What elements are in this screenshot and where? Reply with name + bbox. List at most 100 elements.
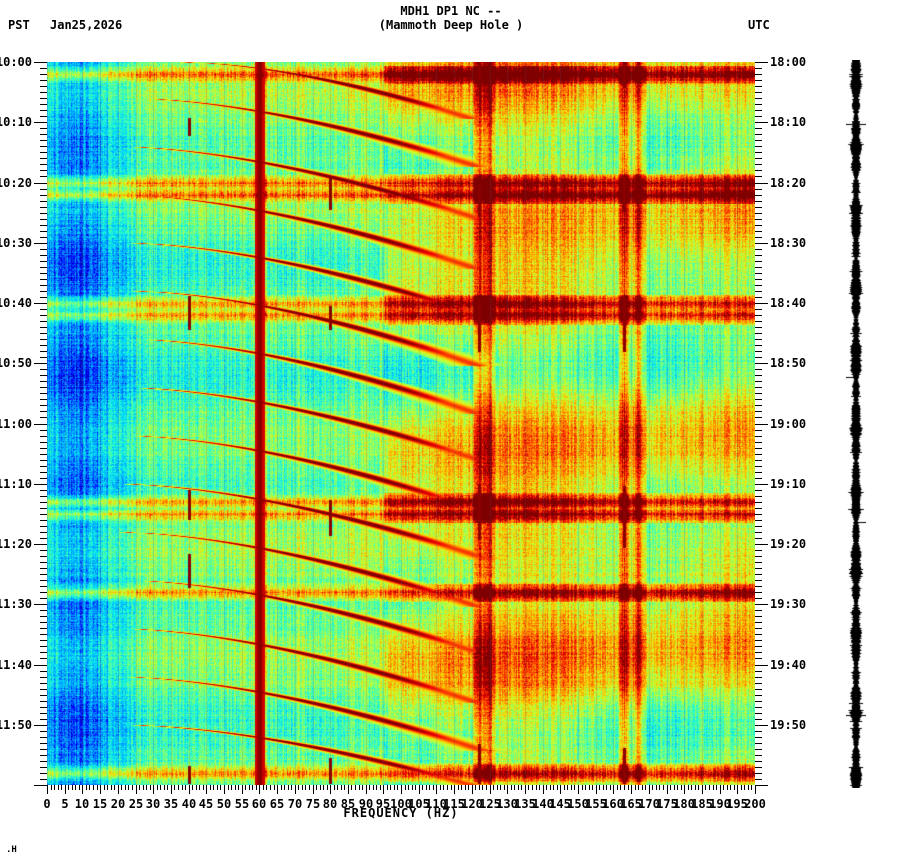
axis-tick-major [47, 785, 48, 794]
axis-tick-minor [755, 658, 762, 659]
axis-tick-major [34, 604, 47, 605]
axis-tick-minor [281, 785, 282, 790]
axis-tick-minor [40, 321, 47, 322]
time-label-pst: 11:00 [0, 417, 32, 431]
axis-tick-major [419, 785, 420, 794]
axis-tick-minor [54, 785, 55, 790]
axis-tick-major [578, 785, 579, 794]
axis-tick-minor [755, 701, 762, 702]
frequency-label: 30 [145, 797, 161, 811]
axis-tick-minor [111, 785, 112, 790]
axis-tick-minor [755, 104, 762, 105]
axis-tick-minor [755, 351, 762, 352]
axis-tick-minor [755, 755, 762, 756]
axis-tick-minor [755, 652, 762, 653]
axis-tick-major [313, 785, 314, 794]
axis-tick-minor [40, 526, 47, 527]
axis-tick-minor [755, 279, 762, 280]
spectrogram-plot[interactable] [47, 62, 755, 785]
frequency-label: 150 [567, 797, 589, 811]
axis-tick-minor [157, 785, 158, 790]
frequency-label: 45 [198, 797, 214, 811]
axis-tick-minor [755, 532, 762, 533]
axis-tick-minor [40, 74, 47, 75]
axis-tick-minor [599, 785, 600, 790]
axis-tick-minor [412, 785, 413, 790]
axis-tick-minor [755, 399, 762, 400]
time-label-utc: 18:40 [770, 296, 807, 310]
axis-tick-minor [40, 219, 47, 220]
helicorder-canvas [846, 60, 866, 788]
timezone-label-right: UTC [748, 18, 770, 32]
axis-tick-minor [40, 773, 47, 774]
frequency-axis: 0 5 10 15 20 25 30 35 40 45 50 55 60 65 70 75 80 85 90 95 10… [43, 785, 766, 825]
axis-tick-minor [755, 411, 762, 412]
axis-tick-minor [40, 249, 47, 250]
axis-tick-minor [755, 68, 762, 69]
axis-tick-minor [447, 785, 448, 790]
time-label-pst: 10:00 [0, 55, 32, 69]
axis-tick-minor [40, 399, 47, 400]
axis-tick-minor [755, 291, 762, 292]
axis-tick-minor [755, 568, 762, 569]
axis-tick-minor [316, 785, 317, 790]
axis-tick-minor [40, 761, 47, 762]
axis-tick-minor [755, 586, 762, 587]
axis-tick-minor [532, 785, 533, 790]
axis-tick-minor [755, 550, 762, 551]
frequency-label: 35 [163, 797, 179, 811]
axis-tick-minor [433, 785, 434, 790]
time-label-pst: 10:20 [0, 176, 32, 190]
axis-tick-major [65, 785, 66, 794]
axis-tick-major [472, 785, 473, 794]
axis-tick-major [737, 785, 738, 794]
axis-tick-minor [592, 785, 593, 790]
axis-tick-minor [40, 683, 47, 684]
time-label-pst: 10:50 [0, 356, 32, 370]
axis-tick-minor [755, 448, 762, 449]
axis-tick-minor [755, 327, 762, 328]
axis-tick-major [100, 785, 101, 794]
axis-tick-minor [574, 785, 575, 790]
time-label-utc: 19:10 [770, 477, 807, 491]
axis-tick-minor [528, 785, 529, 790]
axis-tick-minor [291, 785, 292, 790]
axis-tick-minor [755, 677, 762, 678]
axis-tick-major [34, 62, 47, 63]
axis-tick-minor [755, 158, 762, 159]
time-label-utc: 19:20 [770, 537, 807, 551]
axis-tick-minor [40, 550, 47, 551]
axis-tick-minor [755, 237, 762, 238]
axis-tick-minor [589, 785, 590, 790]
axis-tick-minor [320, 785, 321, 790]
axis-tick-major [206, 785, 207, 794]
axis-tick-minor [40, 225, 47, 226]
axis-tick-major [755, 424, 768, 425]
axis-tick-major [277, 785, 278, 794]
axis-tick-minor [659, 785, 660, 790]
axis-tick-minor [755, 98, 762, 99]
frequency-label: 195 [726, 797, 748, 811]
axis-tick-minor [40, 448, 47, 449]
axis-tick-major [667, 785, 668, 794]
axis-tick-minor [755, 255, 762, 256]
axis-tick-minor [635, 785, 636, 790]
axis-tick-minor [755, 405, 762, 406]
axis-tick-minor [40, 460, 47, 461]
axis-tick-minor [755, 321, 762, 322]
axis-tick-minor [755, 86, 762, 87]
axis-tick-minor [755, 134, 762, 135]
axis-tick-minor [40, 652, 47, 653]
axis-tick-minor [465, 785, 466, 790]
axis-tick-major [34, 424, 47, 425]
axis-tick-minor [61, 785, 62, 790]
axis-tick-minor [40, 737, 47, 738]
axis-tick-major [34, 243, 47, 244]
axis-tick-minor [231, 785, 232, 790]
frequency-label: 95 [375, 797, 391, 811]
axis-tick-major [755, 183, 768, 184]
axis-tick-minor [192, 785, 193, 790]
axis-tick-minor [755, 164, 762, 165]
axis-tick-minor [40, 454, 47, 455]
axis-tick-minor [150, 785, 151, 790]
